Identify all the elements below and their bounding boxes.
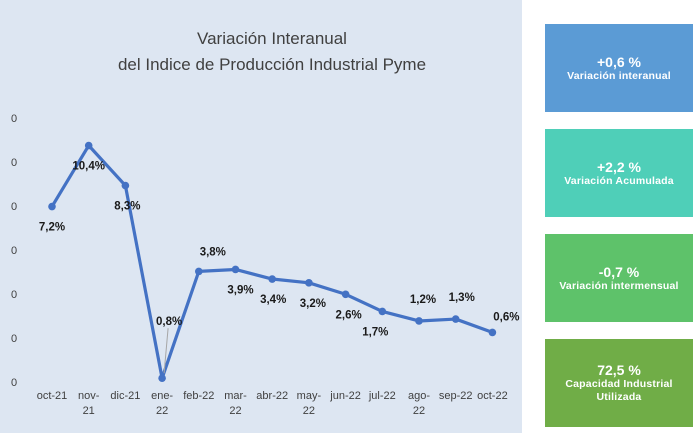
data-point bbox=[121, 181, 130, 190]
card-value: -0,7 % bbox=[598, 263, 640, 280]
y-tick-label: 0 bbox=[11, 113, 17, 125]
x-tick-label: jun-22 bbox=[329, 390, 361, 402]
x-tick-label: jul-22 bbox=[368, 390, 396, 402]
data-point bbox=[488, 328, 497, 337]
card-label: Capacidad Industrial Utilizada bbox=[565, 378, 673, 403]
x-tick-label: 22 bbox=[303, 405, 315, 417]
data-point bbox=[378, 307, 387, 316]
card-label: Variación interanual bbox=[567, 69, 671, 82]
line-chart: Variación Interanual del Indice de Produc… bbox=[11, 29, 520, 417]
card-variacion-intermensual: -0,7 % Variación intermensual bbox=[545, 234, 693, 322]
data-point bbox=[231, 265, 240, 274]
y-tick-label: 0 bbox=[11, 245, 17, 257]
data-point bbox=[305, 279, 313, 287]
x-tick-label: mar- bbox=[224, 390, 247, 402]
y-tick-label: 0 bbox=[11, 377, 17, 389]
data-label: 0,8% bbox=[156, 316, 182, 328]
data-label: 3,2% bbox=[300, 298, 326, 310]
card-label: Variación Acumulada bbox=[564, 174, 674, 187]
x-tick-label: dic-21 bbox=[110, 390, 140, 402]
y-tick-label: 0 bbox=[11, 201, 17, 213]
data-point bbox=[84, 141, 93, 150]
x-tick-label: 22 bbox=[413, 405, 425, 417]
y-tick-label: 0 bbox=[11, 289, 17, 301]
chart-title-line: del Indice de Producción Industrial Pyme bbox=[118, 55, 426, 74]
data-point bbox=[48, 202, 56, 211]
chart-panel: Variación Interanual del Indice de Produc… bbox=[0, 0, 522, 433]
data-label: 3,9% bbox=[227, 284, 253, 296]
card-capacidad-industrial: 72,5 % Capacidad Industrial Utilizada bbox=[545, 339, 693, 427]
x-tick-label: nov- bbox=[78, 390, 100, 402]
data-label: 8,3% bbox=[114, 201, 140, 213]
leader-line bbox=[163, 328, 169, 374]
x-tick-label: ago- bbox=[408, 390, 430, 402]
data-label: 3,4% bbox=[260, 294, 286, 306]
data-point bbox=[268, 275, 277, 283]
data-point bbox=[158, 374, 166, 382]
data-label: 10,4% bbox=[72, 161, 105, 173]
card-variacion-acumulada: +2,2 % Variación Acumulada bbox=[545, 129, 693, 217]
card-value: 72,5 % bbox=[597, 362, 641, 378]
y-tick-label: 0 bbox=[11, 333, 17, 345]
card-label: Variación intermensual bbox=[559, 279, 679, 292]
data-point bbox=[195, 267, 203, 276]
chart-title-line: Variación Interanual bbox=[197, 29, 347, 48]
x-tick-label: oct-21 bbox=[37, 390, 68, 402]
card-variacion-interanual: +0,6 % Variación interanual bbox=[545, 24, 693, 112]
x-tick-label: oct-22 bbox=[477, 390, 508, 402]
card-value: +0,6 % bbox=[597, 53, 641, 70]
data-point bbox=[451, 315, 460, 323]
x-tick-label: 22 bbox=[156, 405, 168, 417]
data-label: 1,3% bbox=[449, 292, 475, 304]
x-tick-label: ene- bbox=[151, 390, 173, 402]
y-tick-label: 0 bbox=[11, 157, 17, 169]
x-tick-label: abr-22 bbox=[256, 390, 288, 402]
data-point bbox=[341, 290, 350, 299]
data-label: 0,6% bbox=[493, 311, 519, 323]
x-tick-label: sep-22 bbox=[439, 390, 473, 402]
data-label: 2,6% bbox=[335, 309, 361, 321]
data-label: 3,8% bbox=[200, 246, 226, 258]
card-value: +2,2 % bbox=[597, 158, 641, 175]
data-label: 1,2% bbox=[410, 294, 436, 306]
data-label: 1,7% bbox=[362, 326, 388, 338]
x-tick-label: may- bbox=[297, 390, 322, 402]
data-label: 7,2% bbox=[39, 222, 65, 234]
series-line bbox=[50, 143, 494, 380]
data-point bbox=[415, 317, 423, 325]
x-tick-label: feb-22 bbox=[183, 390, 214, 402]
x-tick-label: 21 bbox=[83, 405, 95, 417]
x-tick-label: 22 bbox=[229, 405, 241, 417]
